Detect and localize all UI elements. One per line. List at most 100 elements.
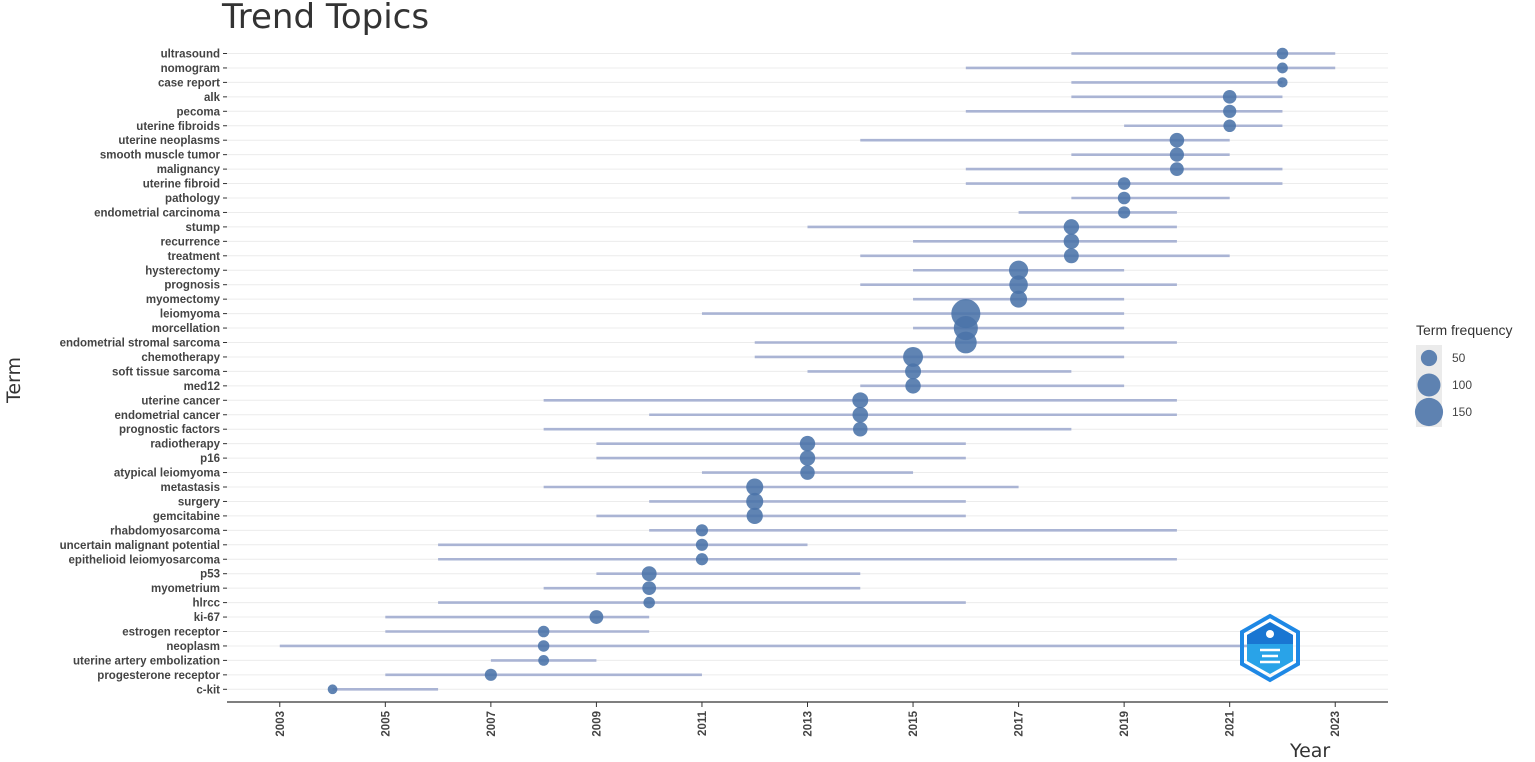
term-label: soft tissue sarcoma [112,366,221,378]
term-point [695,553,709,566]
term-label: uterine artery embolization [73,655,220,667]
legend-point [1414,397,1444,427]
term-label: rhabdomyosarcoma [110,525,221,537]
term-point [641,566,657,582]
term-point [538,655,550,666]
term-point [1223,119,1236,133]
term-point [1222,90,1237,104]
term-point [852,421,868,437]
term-label: morcellation [152,323,220,335]
term-label: recurrence [161,236,220,248]
term-point [852,406,869,423]
chart-title: Trend Topics [221,0,429,37]
legend-label: 150 [1452,405,1472,419]
term-point [1277,62,1288,74]
term-point [1117,177,1131,190]
term-label: myometrium [151,583,220,595]
term-label: endometrial stromal sarcoma [60,338,221,350]
term-label: hlrcc [193,598,221,610]
legend-label: 100 [1452,378,1472,392]
year-tick-label: 2017 [1014,711,1026,737]
term-point [746,507,763,525]
term-label: leiomyoma [160,309,221,321]
term-point [905,378,921,394]
term-label: pecoma [177,106,221,118]
term-point [484,668,497,681]
term-point [905,363,922,380]
term-label: endometrial cancer [115,410,221,422]
term-point [642,581,657,596]
year-tick-label: 2021 [1225,710,1237,736]
term-label: radiotherapy [150,439,220,451]
legend: Term frequency 50 100 150 [1414,322,1512,427]
term-label: uterine neoplasms [118,135,220,147]
x-axis: 2003 2005 2007 2009 2011 2013 2015 2017 2019 2021… [227,701,1388,737]
term-label: gemcitabine [153,511,220,523]
term-label: p53 [200,569,220,581]
term-point [746,478,764,496]
term-label: case report [158,77,220,89]
term-label: alk [204,92,221,104]
term-label: ki-67 [194,612,220,624]
term-label: prognostic factors [119,424,220,436]
term-point [1118,206,1131,219]
term-point [799,435,816,452]
term-label: chemotherapy [141,352,220,364]
term-point [643,596,655,609]
term-label: p16 [200,453,220,465]
logo-hexagon-outer [1240,613,1300,683]
term-point [1169,132,1185,148]
legend-point [1417,373,1441,397]
term-label: progesterone receptor [97,670,220,682]
term-points [327,47,1289,695]
term-point [1276,47,1289,60]
term-label: myomectomy [146,294,221,306]
term-point [903,346,924,367]
term-point [1117,191,1131,205]
term-point [1063,248,1079,264]
term-label: hysterectomy [145,265,220,277]
term-label: surgery [178,496,221,508]
year-tick-label: 2009 [591,711,603,737]
term-label: med12 [184,381,220,393]
term-label: stump [186,222,221,234]
year-tick-label: 2015 [908,710,920,736]
term-point [1008,260,1029,280]
term-label: uncertain malignant potential [60,540,220,552]
term-label: uterine fibroid [143,179,220,191]
year-tick-label: 2007 [486,711,498,737]
term-point [537,640,550,652]
term-point [1170,162,1184,177]
term-point [799,450,816,466]
legend-point [1420,349,1438,367]
term-label: treatment [168,251,221,263]
x-axis-title: Year [1289,740,1330,762]
term-point [1277,77,1288,88]
term-label: uterine cancer [141,395,220,407]
term-labels: ultrasound nomogram case report alk pecoma ut… [60,49,227,696]
year-tick-label: 2013 [803,711,815,737]
term-point [1063,233,1080,250]
term-label: estrogen receptor [122,627,220,639]
year-tick-label: 2023 [1330,711,1342,737]
term-point [695,524,709,537]
term-point [1169,147,1184,162]
y-axis-title: Term [3,357,25,404]
term-label: atypical leiomyoma [114,468,221,480]
term-point [954,331,977,354]
term-label: c-kit [196,684,220,696]
term-label: endometrial carcinoma [94,207,221,219]
legend-label: 50 [1452,351,1466,365]
term-point [746,492,764,510]
legend-title: Term frequency [1416,322,1512,338]
year-tick-label: 2019 [1119,711,1131,737]
term-point [537,625,550,638]
term-point [1063,219,1080,235]
logo-dot [1266,630,1274,638]
term-label: ultrasound [161,49,220,61]
watermark-logo [1240,613,1300,683]
term-label: malignancy [157,164,221,176]
term-label: nomogram [161,63,220,75]
term-label: pathology [165,193,221,205]
term-point [1009,275,1028,294]
